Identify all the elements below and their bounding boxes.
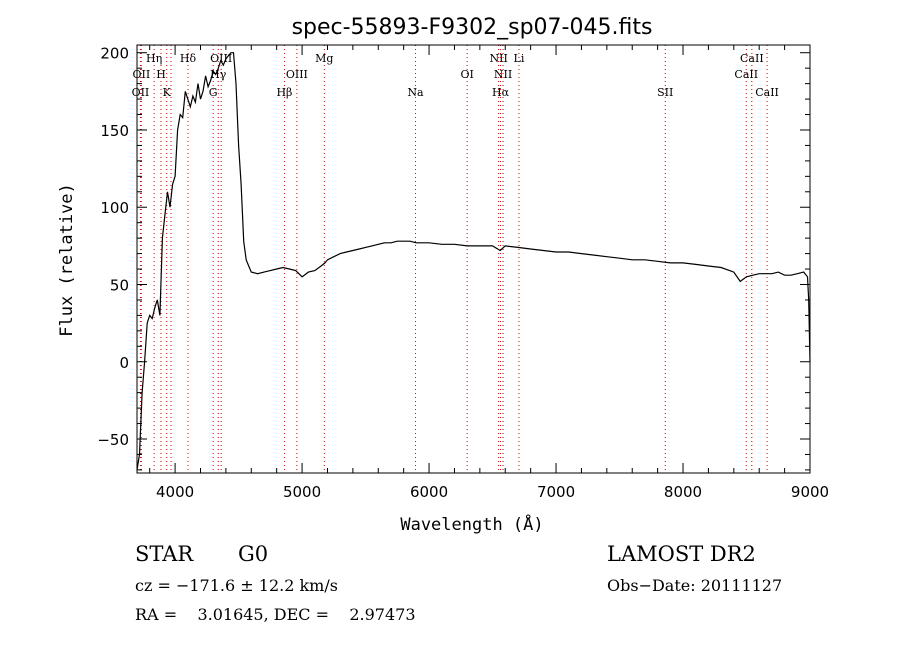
- spectral-line-label: OII: [132, 86, 150, 99]
- y-tick-label: 50: [110, 276, 129, 294]
- spectral-line-label: Na: [407, 86, 424, 99]
- spectral-line-label: Hγ: [210, 68, 227, 81]
- object-subclass: G0: [238, 542, 269, 566]
- spectral-line-label: OIII: [210, 52, 232, 65]
- spectral-line-label: K: [163, 86, 172, 99]
- spectral-line-label: Hα: [492, 86, 510, 99]
- y-axis-label: Flux (relative): [57, 183, 77, 337]
- spectral-line-label: NII: [494, 68, 512, 81]
- spectral-line-labels: OIIOIIHηHKHδGHγOIIIHβOIIIMgNaOINIIHαNIIL…: [132, 52, 779, 99]
- x-tick-label: 4000: [156, 483, 194, 501]
- y-tick-label: −50: [97, 431, 129, 449]
- spectral-line-label: Hη: [146, 52, 162, 65]
- spectral-line-label: Mg: [315, 52, 333, 65]
- y-tick-label: 100: [100, 199, 129, 217]
- spectral-line-label: G: [209, 86, 218, 99]
- spectral-line-label: OII: [132, 68, 150, 81]
- spectrum-line: [136, 52, 811, 470]
- spectral-line-label: Li: [514, 52, 525, 65]
- chart-title: spec-55893-F9302_sp07-045.fits: [292, 15, 653, 40]
- y-tick-label: 0: [119, 354, 129, 372]
- x-tick-label: 7000: [537, 483, 575, 501]
- y-axis: −50 0 50 100 150 200: [97, 45, 810, 471]
- x-axis-label: Wavelength (Å): [400, 513, 543, 535]
- x-tick-label: 5000: [283, 483, 321, 501]
- spectral-line-label: SII: [657, 86, 673, 99]
- x-tick-label: 8000: [664, 483, 702, 501]
- plot-frame: [136, 44, 811, 474]
- spectral-line-markers: [139, 45, 768, 473]
- x-axis: 4000 5000 6000 7000 8000 9000: [149, 45, 829, 501]
- spectral-line-label: Hδ: [180, 52, 197, 65]
- spectral-line-label: CaII: [734, 68, 758, 81]
- y-tick-label: 150: [100, 122, 129, 140]
- object-class: STAR: [135, 542, 194, 566]
- spectral-line-label: H: [156, 68, 166, 81]
- observation-date: Obs−Date: 20111127: [607, 576, 783, 595]
- x-tick-label: 9000: [791, 483, 829, 501]
- survey-name: LAMOST DR2: [607, 542, 756, 566]
- spectral-line-label: OIII: [286, 68, 308, 81]
- redshift-velocity: cz = −171.6 ± 12.2 km/s: [135, 576, 338, 595]
- spectral-line-label: NII: [489, 52, 507, 65]
- coordinates: RA = 3.01645, DEC = 2.97473: [135, 605, 416, 624]
- spectral-line-label: OI: [460, 68, 473, 81]
- spectral-line-label: CaII: [755, 86, 779, 99]
- x-tick-label: 6000: [410, 483, 448, 501]
- y-tick-label: 200: [100, 45, 129, 63]
- spectral-line-label: Hβ: [276, 86, 292, 99]
- spectral-line-label: CaII: [740, 52, 764, 65]
